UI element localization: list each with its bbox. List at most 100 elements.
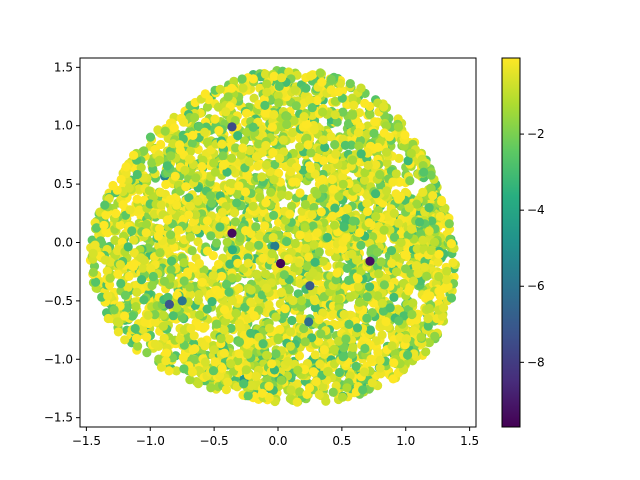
- scatter-point: [393, 122, 404, 132]
- scatter-point: [156, 362, 167, 372]
- scatter-point: [367, 378, 377, 388]
- scatter-point: [252, 269, 262, 279]
- scatter-point: [268, 148, 278, 158]
- scatter-point: [258, 147, 268, 157]
- scatter-point: [172, 303, 182, 313]
- scatter-point: [100, 200, 110, 210]
- scatter-point: [418, 235, 428, 245]
- scatter-point: [178, 352, 188, 363]
- scatter-point: [260, 221, 270, 231]
- scatter-point: [274, 81, 284, 91]
- scatter-point: [105, 280, 115, 290]
- scatter-point: [433, 257, 443, 267]
- scatter-point: [275, 324, 285, 335]
- scatter-point: [327, 174, 337, 185]
- scatter-point: [442, 266, 452, 276]
- scatter-point: [339, 222, 349, 232]
- scatter-point: [366, 354, 376, 364]
- scatter-point: [425, 291, 435, 301]
- scatter-point: [287, 315, 297, 326]
- scatter-point: [156, 200, 166, 210]
- scatter-point: [287, 201, 297, 211]
- y-axis: −1.5 −1.0 −0.5 0.0 0.5 1.0 1.5: [44, 60, 80, 425]
- scatter-point: [360, 343, 370, 354]
- scatter-point: [376, 257, 386, 267]
- scatter-point: [377, 298, 387, 308]
- scatter-point: [169, 242, 179, 252]
- scatter-point: [255, 192, 265, 203]
- scatter-point: [269, 175, 279, 185]
- scatter-point: [284, 285, 294, 295]
- scatter-point: [120, 311, 130, 321]
- scatter-point: [234, 181, 244, 191]
- scatter-point: [363, 160, 373, 170]
- scatter-point: [261, 269, 271, 279]
- scatter-point: [310, 257, 320, 267]
- scatter-point: [194, 122, 204, 132]
- scatter-point: [160, 126, 170, 136]
- scatter-point: [249, 311, 259, 321]
- scatter-point: [232, 189, 242, 199]
- scatter-point: [415, 217, 425, 227]
- scatter-point: [439, 303, 449, 313]
- scatter-point: [131, 333, 142, 343]
- scatter-point: [179, 117, 189, 127]
- scatter-point: [171, 366, 181, 376]
- scatter-point: [226, 359, 236, 369]
- scatter-point: [386, 246, 397, 256]
- scatter-point: [332, 268, 342, 278]
- scatter-point: [353, 274, 363, 284]
- scatter-point: [385, 303, 395, 313]
- x-tick-label: 1.0: [396, 434, 415, 448]
- scatter-point: [190, 112, 200, 123]
- scatter-point: [148, 271, 158, 282]
- scatter-point: [293, 289, 303, 299]
- scatter-point: [241, 226, 251, 236]
- scatter-point: [287, 128, 298, 138]
- scatter-point: [271, 349, 281, 359]
- scatter-point: [345, 292, 356, 302]
- outlier-point: [365, 256, 375, 266]
- scatter-point: [264, 323, 275, 333]
- scatter-point: [246, 297, 256, 307]
- scatter-point: [409, 326, 419, 336]
- scatter-point: [221, 385, 231, 395]
- scatter-point: [320, 142, 330, 152]
- scatter-point: [377, 233, 387, 243]
- scatter-point: [352, 183, 362, 193]
- scatter-point: [338, 172, 348, 182]
- scatter-point: [286, 166, 296, 177]
- scatter-point: [129, 150, 139, 160]
- scatter-point: [305, 163, 315, 173]
- scatter-point: [154, 354, 164, 364]
- scatter-point: [423, 314, 433, 324]
- scatter-point: [255, 231, 265, 241]
- scatter-point: [381, 121, 391, 131]
- x-axis: −1.5 −1.0 −0.5 0.0 0.5 1.0 1.5: [72, 427, 479, 448]
- scatter-point: [184, 282, 195, 292]
- scatter-point: [365, 325, 375, 335]
- scatter-point: [142, 332, 152, 342]
- scatter-point: [156, 139, 166, 150]
- scatter-point: [159, 333, 169, 343]
- scatter-point: [147, 280, 157, 291]
- scatter-point: [187, 246, 197, 256]
- scatter-point: [209, 158, 219, 168]
- scatter-point: [341, 233, 351, 243]
- scatter-point: [339, 343, 349, 353]
- scatter-point: [194, 310, 205, 320]
- scatter-point: [133, 341, 143, 351]
- colorbar-frame: [501, 57, 521, 428]
- scatter-point: [220, 216, 230, 226]
- scatter-point: [237, 74, 247, 84]
- scatter-point: [387, 341, 397, 351]
- scatter-point: [327, 211, 338, 221]
- x-tick-label: 1.5: [460, 434, 479, 448]
- scatter-point: [227, 273, 237, 283]
- x-tick-label: 0.5: [332, 434, 351, 448]
- scatter-point: [143, 310, 153, 320]
- scatter-point: [235, 233, 245, 243]
- scatter-point: [219, 325, 229, 335]
- scatter-point: [426, 245, 436, 255]
- scatter-point: [387, 258, 397, 268]
